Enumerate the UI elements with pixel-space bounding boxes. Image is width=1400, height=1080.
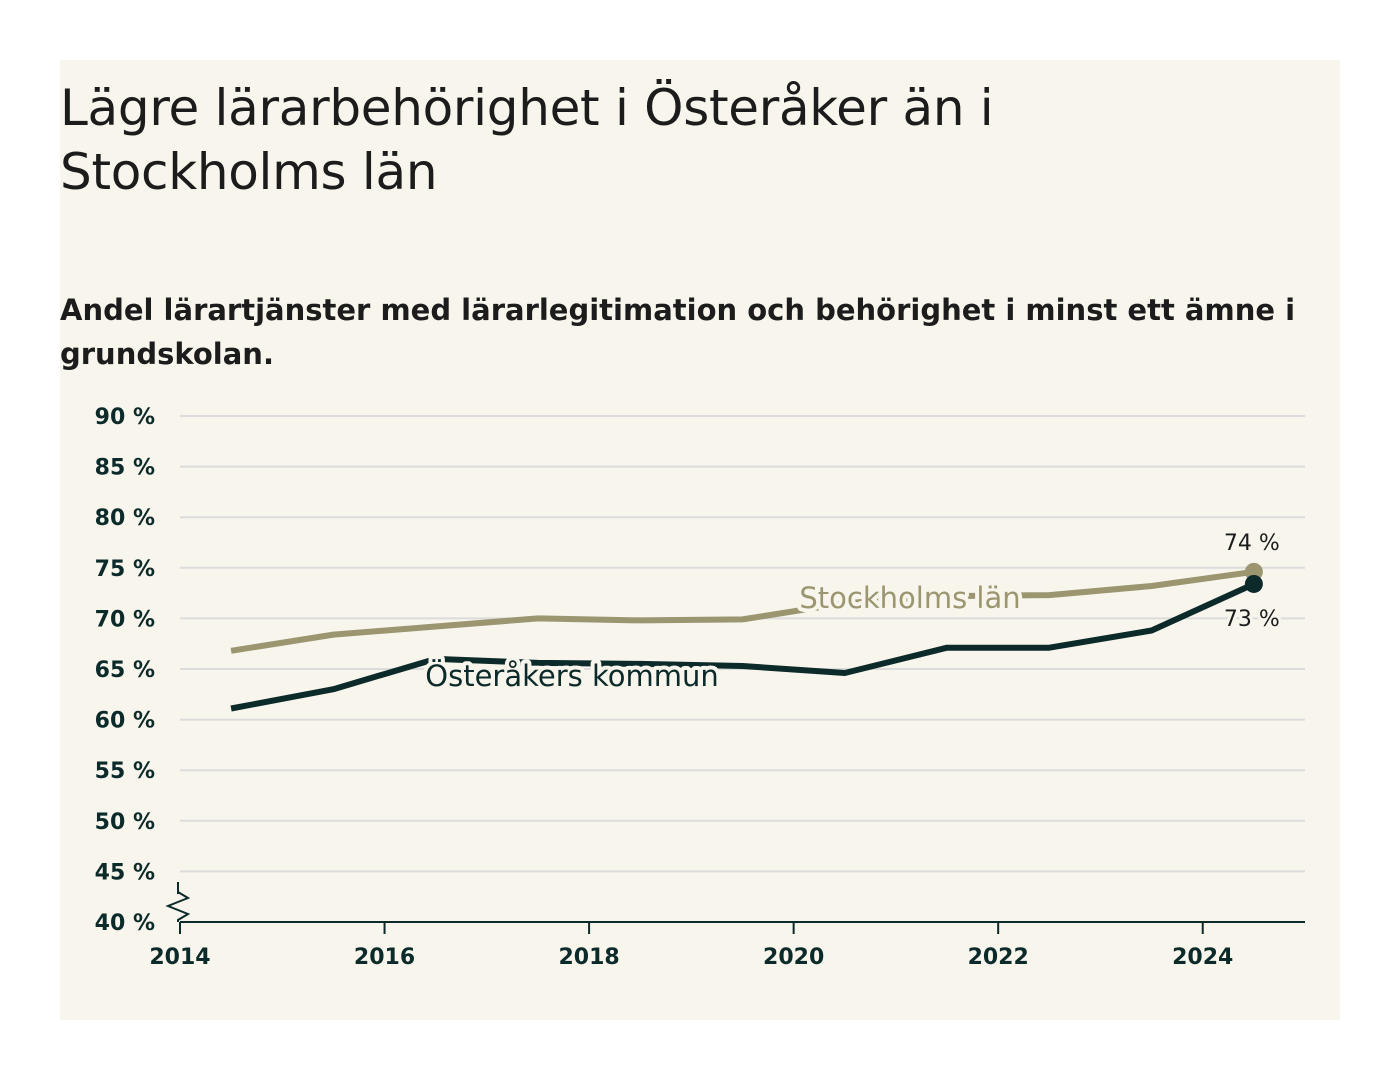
- series-label-0: Stockholms län: [799, 581, 1020, 615]
- axis-break-icon: [165, 891, 191, 922]
- y-tick-label: 85 %: [95, 456, 155, 481]
- x-tick-label: 2018: [558, 945, 619, 970]
- y-tick-label: 65 %: [95, 658, 155, 683]
- series-end-label-1: 73 %: [1224, 607, 1280, 632]
- y-tick-label: 90 %: [95, 405, 155, 430]
- x-tick-label: 2020: [763, 945, 824, 970]
- x-tick-label: 2014: [149, 945, 210, 970]
- x-tick-label: 2024: [1172, 945, 1233, 970]
- y-tick-label: 70 %: [95, 607, 155, 632]
- x-tick-label: 2016: [354, 945, 415, 970]
- x-tick-label: 2022: [968, 945, 1029, 970]
- y-tick-label: 40 %: [95, 911, 155, 936]
- chart-card: [60, 60, 1340, 1020]
- y-tick-label: 80 %: [95, 506, 155, 531]
- y-tick-label: 60 %: [95, 709, 155, 734]
- y-tick-label: 45 %: [95, 860, 155, 885]
- y-tick-label: 55 %: [95, 759, 155, 784]
- chart-subtitle: Andel lärartjänster med lärarlegitimatio…: [60, 293, 1296, 371]
- series-end-label-0: 74 %: [1224, 531, 1280, 556]
- chart-title: Lägre lärarbehörighet i Österåker än i S…: [60, 79, 994, 201]
- series-label-1: Österåkers kommun: [425, 659, 718, 693]
- series-line-0: [230, 568, 1255, 654]
- y-tick-label: 75 %: [95, 557, 155, 582]
- series-line-1: [230, 581, 1256, 712]
- y-tick-label: 50 %: [95, 810, 155, 835]
- series-end-marker-1: [1244, 574, 1263, 593]
